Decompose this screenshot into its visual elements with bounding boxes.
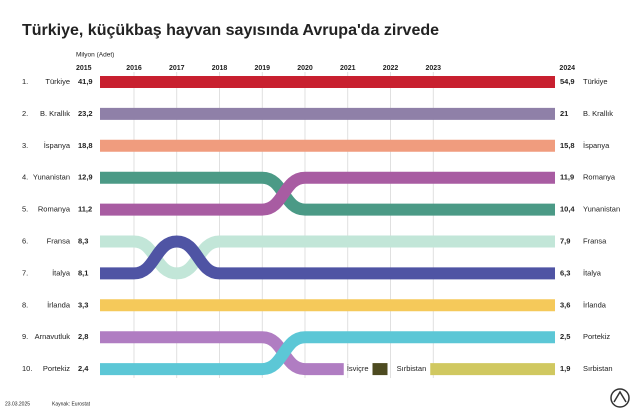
left-name: Yunanistan: [33, 173, 70, 182]
rank-label: 3.: [22, 141, 28, 150]
left-name: Türkiye: [45, 77, 70, 86]
right-name: İrlanda: [583, 300, 607, 309]
right-value: 15,8: [560, 141, 575, 150]
logo: [610, 388, 630, 408]
year-label: 2019: [254, 65, 270, 72]
right-name: Sırbistan: [583, 364, 613, 373]
right-value: 7,9: [560, 236, 570, 245]
left-value: 41,9: [78, 77, 93, 86]
left-name: İspanya: [44, 141, 71, 150]
year-label: 2023: [425, 65, 441, 72]
right-value: 54,9: [560, 77, 575, 86]
source: Kaynak: Eurostat: [52, 401, 91, 407]
series-line: [100, 235, 555, 280]
left-name: Romanya: [38, 205, 71, 214]
series-label: Sırbistan: [397, 364, 427, 373]
left-value: 12,9: [78, 173, 93, 182]
rank-label: 4.: [22, 173, 28, 182]
left-value: 11,2: [78, 205, 92, 214]
year-label: 2016: [126, 65, 142, 72]
right-value: 2,5: [560, 332, 570, 341]
right-value: 6,3: [560, 268, 570, 277]
left-name: Arnavutluk: [35, 332, 71, 341]
right-name: Türkiye: [583, 77, 608, 86]
series-label: İsviçre: [347, 364, 369, 373]
right-name: Portekiz: [583, 332, 610, 341]
rank-label: 9.: [22, 332, 28, 341]
year-label: 2021: [340, 65, 356, 72]
right-name: Yunanistan: [583, 205, 620, 214]
year-label: 2018: [212, 65, 228, 72]
left-value: 23,2: [78, 109, 93, 118]
right-value: 3,6: [560, 300, 570, 309]
series-mark: [372, 363, 388, 376]
series-line: [100, 331, 344, 376]
left-value: 8,1: [78, 268, 88, 277]
left-value: 8,3: [78, 236, 88, 245]
rank-label: 6.: [22, 236, 28, 245]
left-value: 18,8: [78, 141, 93, 150]
right-name: Romanya: [583, 173, 616, 182]
series-line: [100, 331, 555, 376]
rank-label: 2.: [22, 109, 28, 118]
series-line: [100, 235, 555, 280]
left-name: Fransa: [47, 236, 71, 245]
chart-title: Türkiye, küçükbaş hayvan sayısında Avrup…: [22, 22, 439, 39]
left-value: 2,4: [78, 364, 89, 373]
rank-label: 5.: [22, 205, 28, 214]
left-name: İtalya: [52, 268, 71, 277]
series-line: [100, 171, 555, 216]
right-value: 11,9: [560, 173, 574, 182]
left-name: İrlanda: [47, 300, 71, 309]
year-label: 2017: [169, 65, 185, 72]
footer-date: 23.03.2025: [5, 401, 30, 407]
rank-label: 1.: [22, 77, 28, 86]
right-value: 1,9: [560, 364, 570, 373]
year-label: 2020: [297, 65, 313, 72]
right-name: İtalya: [583, 268, 602, 277]
right-name: B. Krallık: [583, 109, 613, 118]
left-value: 2,8: [78, 332, 88, 341]
rank-label: 8.: [22, 300, 28, 309]
right-value: 21: [560, 109, 568, 118]
year-label: 2022: [383, 65, 399, 72]
left-value: 3,3: [78, 300, 88, 309]
left-name: Portekiz: [43, 364, 70, 373]
right-name: Fransa: [583, 236, 607, 245]
left-name: B. Krallık: [40, 109, 70, 118]
rank-label: 10.: [22, 364, 32, 373]
right-value: 10,4: [560, 205, 575, 214]
year-label: 2015: [76, 65, 92, 72]
rank-label: 7.: [22, 268, 28, 277]
year-label: 2024: [559, 65, 575, 72]
unit-label: Milyon (Adet): [76, 52, 114, 59]
right-name: İspanya: [583, 141, 610, 150]
